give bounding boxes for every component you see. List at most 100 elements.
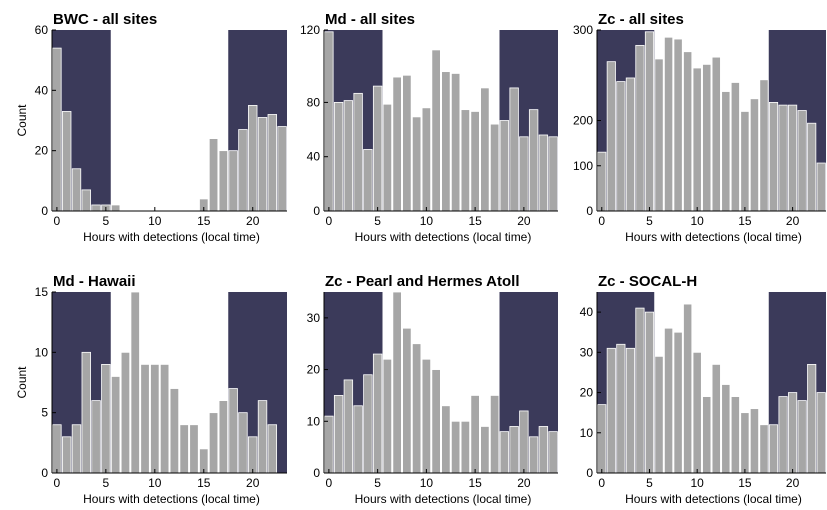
- night-shading-2: [499, 292, 558, 473]
- bar: [797, 400, 807, 473]
- bar: [411, 116, 422, 211]
- bar: [248, 105, 258, 211]
- y-tick-label: 200: [573, 114, 593, 128]
- bar: [673, 38, 683, 211]
- bar: [81, 189, 91, 211]
- bar: [740, 412, 750, 473]
- bar: [402, 327, 412, 473]
- bar: [616, 81, 626, 211]
- x-tick-label: 0: [326, 476, 333, 490]
- bar: [663, 36, 674, 211]
- bar: [654, 58, 664, 211]
- x-tick-label: 15: [197, 476, 211, 490]
- bar: [392, 76, 402, 211]
- x-axis-label: Hours with detections (local time): [625, 230, 802, 244]
- bar: [683, 303, 693, 473]
- bar: [721, 91, 731, 211]
- bar: [257, 117, 268, 211]
- bar: [663, 327, 674, 473]
- y-axis-label: Count: [15, 366, 29, 399]
- bar: [189, 424, 199, 473]
- bar: [635, 307, 645, 473]
- chart-panel-6: 0 5 10 15 20 0 10 20 30 40 Zc - SOCAL-H Hours with …: [580, 273, 826, 506]
- bar: [238, 412, 248, 473]
- night-shading-1: [324, 30, 383, 211]
- bar-group: [52, 292, 278, 473]
- bar: [759, 79, 769, 211]
- y-tick-label: 20: [307, 363, 321, 377]
- bar: [768, 424, 779, 473]
- bar: [644, 31, 655, 211]
- bar: [218, 400, 229, 473]
- bar: [730, 82, 740, 211]
- bar: [538, 134, 549, 211]
- y-tick-label: 60: [35, 23, 49, 37]
- chart-title: Zc - all sites: [598, 11, 684, 28]
- bar: [759, 424, 769, 473]
- y-tick-label: 0: [313, 204, 320, 218]
- bar: [606, 347, 616, 473]
- bar: [71, 168, 82, 211]
- chart-title: BWC - all sites: [53, 11, 157, 28]
- chart-title: Md - Hawaii: [53, 273, 136, 290]
- x-tick-label: 5: [646, 476, 653, 490]
- bar: [644, 311, 655, 473]
- bar: [61, 111, 72, 211]
- bar: [450, 73, 461, 211]
- chart-title: Md - all sites: [325, 11, 415, 28]
- bar: [101, 363, 111, 473]
- bar: [421, 358, 432, 473]
- bar: [768, 102, 779, 211]
- bar: [519, 136, 529, 211]
- bar: [635, 44, 645, 211]
- x-tick-label: 15: [468, 476, 482, 490]
- night-shading-1: [597, 30, 655, 211]
- bar: [71, 424, 82, 473]
- x-tick-label: 0: [54, 214, 61, 228]
- night-shading-2: [768, 292, 826, 473]
- y-tick-label: 0: [41, 204, 48, 218]
- x-axis-label: Hours with detections (local time): [83, 492, 260, 506]
- x-tick-label: 10: [148, 214, 162, 228]
- y-tick-label: 0: [313, 466, 320, 480]
- bar: [363, 149, 373, 211]
- bar: [169, 388, 180, 473]
- x-tick-label: 15: [197, 214, 211, 228]
- bar: [91, 400, 101, 473]
- x-axis-label: Hours with detections (local time): [625, 492, 802, 506]
- bar: [528, 436, 539, 473]
- night-shading-1: [52, 30, 111, 211]
- x-tick-label: 20: [517, 214, 531, 228]
- x-tick-label: 15: [738, 214, 752, 228]
- x-tick-label: 20: [517, 476, 531, 490]
- bar: [372, 353, 383, 473]
- bar: [616, 343, 626, 473]
- bar: [159, 363, 170, 473]
- bar: [597, 151, 607, 211]
- bar: [441, 405, 451, 473]
- y-axis-label: Count: [15, 104, 29, 137]
- night-shading-2: [228, 292, 287, 473]
- bar: [528, 109, 539, 211]
- night-shading-1: [52, 292, 111, 473]
- y-tick-label: 0: [41, 466, 48, 480]
- x-tick-label: 0: [598, 476, 605, 490]
- bar: [199, 198, 209, 211]
- bar: [702, 63, 712, 211]
- bar: [749, 408, 760, 473]
- bar: [702, 396, 712, 473]
- bar: [816, 162, 826, 211]
- bar: [110, 376, 121, 473]
- bar: [509, 87, 519, 211]
- y-tick-label: 120: [300, 23, 320, 37]
- bar: [489, 395, 500, 473]
- bar: [597, 404, 607, 473]
- bar: [150, 363, 160, 473]
- bar: [721, 384, 731, 473]
- bar: [228, 388, 238, 473]
- x-tick-label: 0: [598, 214, 605, 228]
- bar: [480, 426, 490, 473]
- y-tick-label: 10: [307, 414, 321, 428]
- x-tick-label: 10: [420, 214, 434, 228]
- x-tick-label: 0: [54, 476, 61, 490]
